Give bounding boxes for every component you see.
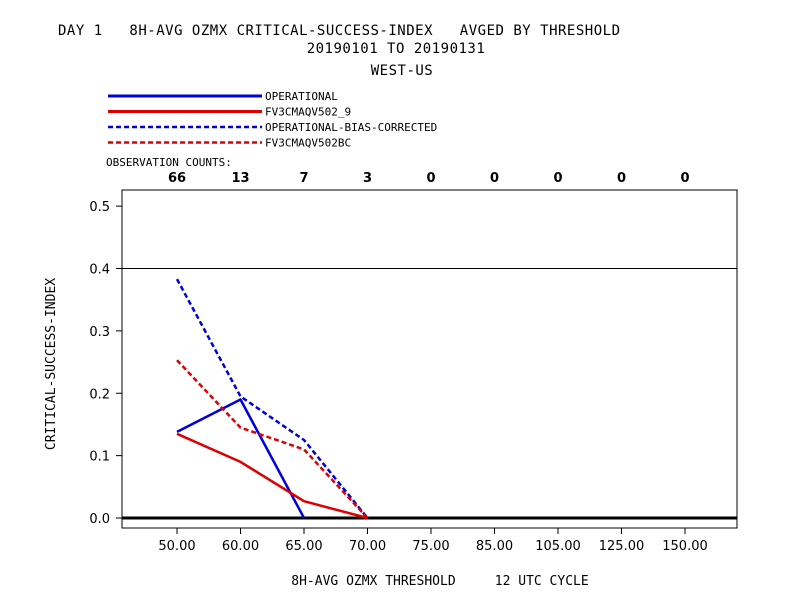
series-line-3 (175, 278, 369, 519)
x-axis: 50.00 60.00 65.00 70.00 75.00 85.00 105.00 125.… (158, 528, 708, 554)
x-tick-label: 125.00 (599, 539, 645, 554)
y-tick-label: 0.3 (89, 325, 110, 340)
y-tick-label: 0.1 (89, 450, 110, 465)
observation-count: 0 (553, 171, 562, 186)
observation-count: 66 (168, 171, 186, 186)
legend: OPERATIONAL FV3CMAQV502_9 OPERATIONAL-BIAS… (108, 90, 437, 150)
chart-subtitle-region: WEST-US (371, 63, 434, 79)
x-tick-label: 65.00 (285, 539, 322, 554)
y-tick-label: 0.4 (89, 263, 110, 278)
plot-frame (121, 189, 738, 529)
series-lines (175, 278, 369, 520)
y-tick-label: 0.2 (89, 387, 110, 402)
legend-label-1: OPERATIONAL (265, 90, 338, 103)
legend-label-3: OPERATIONAL-BIAS-CORRECTED (265, 121, 437, 134)
legend-label-2: FV3CMAQV502_9 (265, 106, 351, 119)
x-tick-label: 70.00 (349, 539, 386, 554)
x-tick-label: 150.00 (662, 539, 708, 554)
observation-count: 13 (231, 171, 249, 186)
observation-count: 0 (426, 171, 435, 186)
observation-count: 3 (363, 171, 372, 186)
observation-count: 0 (617, 171, 626, 186)
observation-counts-label: OBSERVATION COUNTS: (106, 156, 232, 169)
x-tick-label: 50.00 (158, 539, 195, 554)
x-tick-label: 75.00 (412, 539, 449, 554)
chart-title: DAY 1 8H-AVG OZMX CRITICAL-SUCCESS-INDEX… (58, 23, 621, 39)
observation-count: 7 (299, 171, 308, 186)
x-tick-label: 85.00 (476, 539, 513, 554)
x-axis-label: 8H-AVG OZMX THRESHOLD 12 UTC CYCLE (291, 574, 588, 589)
observation-count: 0 (490, 171, 499, 186)
series-line-2 (176, 432, 368, 520)
series-line-4 (176, 359, 369, 519)
x-tick-label: 105.00 (535, 539, 581, 554)
y-tick-label: 0.5 (89, 200, 110, 215)
observation-count: 0 (680, 171, 689, 186)
y-axis-label: CRITICAL-SUCCESS-INDEX (44, 278, 59, 450)
y-axis: 0.0 0.1 0.2 0.3 0.4 0.5 (89, 200, 122, 527)
legend-label-4: FV3CMAQV502BC (265, 137, 351, 150)
x-tick-label: 60.00 (222, 539, 259, 554)
series-line-1 (176, 398, 306, 519)
observation-counts: 66 13 7 3 0 0 0 0 0 (168, 171, 690, 186)
y-tick-label: 0.0 (89, 512, 110, 527)
chart-subtitle-dates: 20190101 TO 20190131 (307, 41, 486, 57)
